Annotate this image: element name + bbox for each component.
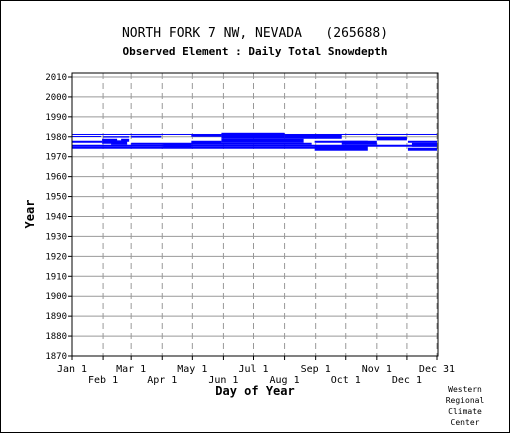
y-tick-label: 1940 bbox=[45, 212, 67, 222]
y-tick-label: 1910 bbox=[45, 272, 67, 282]
y-tick-label: 1900 bbox=[45, 292, 67, 302]
vertical-gridlines bbox=[102, 73, 438, 356]
y-tick-label: 1990 bbox=[45, 113, 67, 123]
plot-area bbox=[71, 72, 439, 357]
data-segment bbox=[72, 144, 437, 147]
data-segment bbox=[221, 138, 304, 143]
data-segment bbox=[111, 140, 128, 145]
x-tick-label: Mar 1 bbox=[116, 364, 146, 375]
x-tick-label: Sep 1 bbox=[301, 364, 331, 375]
chart-title: NORTH FORK 7 NW, NEVADA (265688) bbox=[121, 26, 389, 41]
y-axis-ticks: 1870 1880 1890 1900 1910 1920 1930 1940 1950 1960… bbox=[45, 73, 72, 362]
data-segment bbox=[314, 145, 368, 151]
plot-border bbox=[71, 72, 439, 357]
credit-line: Center bbox=[450, 418, 480, 427]
data-segment bbox=[102, 138, 118, 144]
plot-border-rect bbox=[71, 72, 439, 357]
data-segment bbox=[131, 142, 312, 145]
y-tick-label: 1950 bbox=[45, 193, 67, 203]
y-tick-label: 2000 bbox=[45, 93, 67, 103]
x-tick-label: Dec 31 bbox=[419, 364, 455, 375]
y-tick-label: 1890 bbox=[45, 312, 67, 322]
y-tick-label: 1960 bbox=[45, 173, 67, 183]
credit-block: Western Regional Climate Center bbox=[435, 384, 495, 428]
data-segment bbox=[191, 134, 222, 137]
x-tick-label: May 1 bbox=[177, 364, 207, 375]
y-tick-label: 2010 bbox=[45, 73, 67, 83]
data-segment bbox=[411, 142, 437, 147]
data-segment bbox=[191, 140, 222, 144]
data-segment bbox=[221, 132, 285, 139]
data-segment bbox=[407, 140, 437, 143]
data-segment bbox=[284, 134, 342, 139]
chart-subtitle: Observed Element : Daily Total Snowdepth bbox=[122, 45, 388, 58]
x-tick-label: Jul 1 bbox=[238, 364, 268, 375]
y-tick-label: 1980 bbox=[45, 133, 67, 143]
x-axis-ticks: Jan 1 Mar 1 May 1 Jul 1 Sep 1 Nov 1 Dec 31 Feb … bbox=[57, 356, 455, 386]
x-tick-label: Dec 1 bbox=[392, 375, 422, 386]
x-tick-label: Oct 1 bbox=[331, 375, 361, 386]
credit-line: Climate bbox=[448, 407, 482, 416]
x-tick-label: Jan 1 bbox=[57, 364, 87, 375]
x-tick-label: Aug 1 bbox=[270, 375, 300, 386]
credit-line: Western bbox=[448, 385, 482, 394]
data-segment bbox=[72, 140, 103, 143]
data-segment bbox=[72, 146, 317, 149]
credit-line: Regional bbox=[445, 396, 485, 405]
y-axis-title: Year bbox=[23, 200, 37, 229]
y-tick-label: 1930 bbox=[45, 232, 67, 242]
y-tick-label: 1920 bbox=[45, 252, 67, 262]
data-marks bbox=[72, 132, 437, 151]
x-tick-label: Feb 1 bbox=[88, 375, 118, 386]
y-tick-label: 1970 bbox=[45, 153, 67, 163]
y-tick-label: 1870 bbox=[45, 352, 67, 362]
data-segment bbox=[131, 135, 162, 138]
data-segment bbox=[163, 143, 192, 148]
data-segment bbox=[376, 136, 407, 141]
x-tick-label: Apr 1 bbox=[147, 375, 177, 386]
y-tick-label: 1880 bbox=[45, 332, 67, 342]
data-segment bbox=[341, 140, 377, 145]
x-tick-label: Nov 1 bbox=[362, 364, 392, 375]
x-tick-label: Jun 1 bbox=[208, 375, 238, 386]
x-axis-title: Day of Year bbox=[215, 384, 294, 398]
data-segment bbox=[314, 140, 368, 143]
data-segment bbox=[407, 147, 437, 151]
data-segment bbox=[103, 136, 130, 138]
data-segment bbox=[72, 135, 102, 137]
data-segment bbox=[121, 138, 130, 142]
